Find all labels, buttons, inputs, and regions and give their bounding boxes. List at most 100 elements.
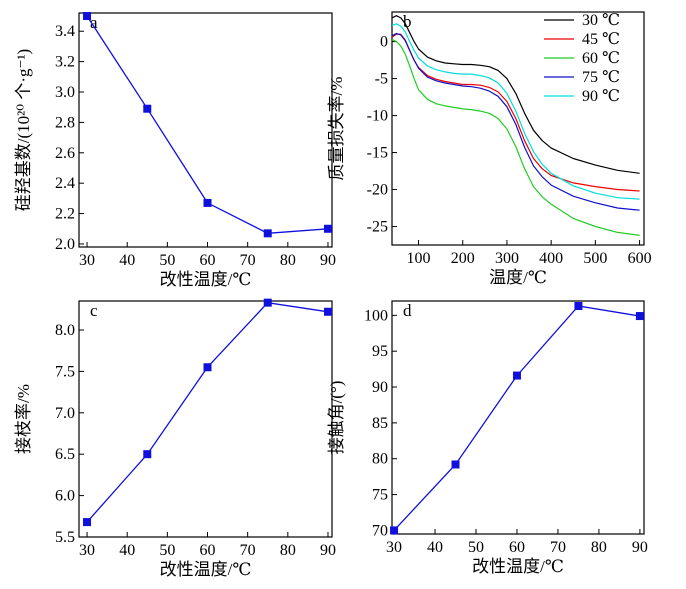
data-point xyxy=(451,460,460,469)
y-tick-label: -10 xyxy=(367,108,388,125)
y-tick-label: 0 xyxy=(380,34,388,51)
x-tick-label: 50 xyxy=(159,252,175,269)
x-tick-label: 80 xyxy=(591,539,607,556)
panel-letter: c xyxy=(90,301,98,320)
x-tick-label: 30 xyxy=(79,252,95,269)
x-tick-label: 80 xyxy=(280,542,296,559)
plot-frame xyxy=(78,12,333,248)
plot-frame xyxy=(78,300,333,538)
data-point xyxy=(203,363,212,372)
series-line xyxy=(86,302,329,523)
panel-d: 30 40 50 60 70 80 90 70 75 80 85 90 95 100 改性温度/℃ 接触角/(… xyxy=(327,300,648,576)
y-tick-label: -20 xyxy=(367,182,388,199)
x-tick-label: 70 xyxy=(550,539,566,556)
y-tick-label: 2.4 xyxy=(55,175,75,192)
data-point xyxy=(390,526,399,535)
y-tick-label: 100 xyxy=(364,307,388,324)
y-tick-label: 7.0 xyxy=(55,405,75,422)
data-point xyxy=(203,198,212,207)
x-tick-label: 60 xyxy=(200,542,216,559)
y-tick-label: 2.2 xyxy=(55,206,75,223)
x-axis-label: 改性温度/℃ xyxy=(160,560,252,579)
series-line xyxy=(391,23,640,200)
panel-letter: b xyxy=(403,12,412,31)
x-tick-label: 80 xyxy=(280,252,296,269)
series-line xyxy=(391,38,640,236)
y-tick-label: 6.5 xyxy=(55,446,75,463)
y-tick-label: 8.0 xyxy=(55,322,75,339)
y-tick-label: 80 xyxy=(372,451,388,468)
x-tick-label: 90 xyxy=(632,539,648,556)
x-tick-label: 100 xyxy=(407,250,431,267)
data-point xyxy=(323,307,332,316)
x-axis-label: 温度/℃ xyxy=(489,268,547,287)
y-tick-label: 85 xyxy=(372,415,388,432)
y-tick-label: 75 xyxy=(372,487,388,504)
panel-c: 30 40 50 60 70 80 90 5.5 6.0 6.5 7.0 7.5 8.0 改性温度/℃ 接枝… xyxy=(14,298,336,579)
legend-label: 60 ℃ xyxy=(582,50,620,67)
x-tick-label: 500 xyxy=(583,250,607,267)
x-tick-label: 40 xyxy=(119,252,135,269)
panel-b: 100 200 300 400 500 600 0 -5 -10 -15 -20 -25 温度/℃ 质量损… xyxy=(327,11,652,287)
y-tick-label: 2.0 xyxy=(55,236,75,253)
plot-frame xyxy=(391,300,645,535)
y-tick-label: -25 xyxy=(367,219,388,236)
y-tick-label: 70 xyxy=(372,522,388,539)
legend-label: 75 ℃ xyxy=(582,69,620,86)
data-point xyxy=(143,104,152,113)
y-axis-label: 接触角/(°) xyxy=(327,381,346,455)
data-point xyxy=(635,312,644,321)
legend-label: 30 ℃ xyxy=(582,12,620,29)
legend-label: 45 ℃ xyxy=(582,31,620,48)
data-point xyxy=(263,298,272,307)
x-tick-label: 300 xyxy=(495,250,519,267)
x-tick-label: 30 xyxy=(79,542,95,559)
panel-a: 30 40 50 60 70 80 90 2.0 2.2 2.4 2.6 2.8 3.0 3.2 3.4 改性… xyxy=(14,12,336,289)
x-tick-label: 30 xyxy=(386,539,402,556)
series-line xyxy=(393,305,641,531)
x-tick-label: 50 xyxy=(159,542,175,559)
y-tick-label: 6.0 xyxy=(55,488,75,505)
x-tick-label: 40 xyxy=(427,539,443,556)
panel-letter: a xyxy=(90,13,98,32)
data-point xyxy=(323,224,332,233)
data-point xyxy=(512,371,521,380)
y-axis-label: 接枝率/% xyxy=(14,384,33,454)
y-axis-label: 硅羟基数/(10²⁰ 个·g⁻¹) xyxy=(14,49,33,211)
data-point xyxy=(83,518,92,527)
plot-frame xyxy=(391,11,645,246)
data-point xyxy=(574,302,583,311)
x-tick-label: 60 xyxy=(200,252,216,269)
x-tick-label: 40 xyxy=(119,542,135,559)
panel-letter: d xyxy=(403,301,412,320)
y-tick-label: 2.8 xyxy=(55,114,75,131)
y-tick-label: 5.5 xyxy=(55,529,75,546)
x-tick-label: 70 xyxy=(240,542,256,559)
data-point xyxy=(143,450,152,459)
y-tick-label: 3.0 xyxy=(55,84,75,101)
x-tick-label: 400 xyxy=(539,250,563,267)
legend-label: 90 ℃ xyxy=(582,88,620,105)
x-tick-label: 60 xyxy=(509,539,525,556)
y-tick-label: 7.5 xyxy=(55,363,75,380)
y-tick-label: -15 xyxy=(367,145,388,162)
x-tick-label: 70 xyxy=(240,252,256,269)
y-axis-label: 质量损失率/% xyxy=(327,77,346,181)
x-axis-label: 改性温度/℃ xyxy=(472,557,564,576)
x-tick-label: 50 xyxy=(468,539,484,556)
x-tick-label: 600 xyxy=(628,250,652,267)
x-tick-label: 90 xyxy=(320,252,336,269)
y-tick-label: 3.2 xyxy=(55,54,75,71)
series-line xyxy=(391,32,640,211)
series-line xyxy=(391,15,640,174)
data-point xyxy=(263,229,272,238)
data-point xyxy=(83,12,92,21)
y-tick-label: 95 xyxy=(372,343,388,360)
x-tick-label: 200 xyxy=(451,250,475,267)
x-axis-label: 改性温度/℃ xyxy=(160,270,252,289)
y-tick-label: 3.4 xyxy=(55,23,75,40)
y-tick-label: -5 xyxy=(375,71,388,88)
y-tick-label: 90 xyxy=(372,379,388,396)
x-tick-label: 90 xyxy=(320,542,336,559)
